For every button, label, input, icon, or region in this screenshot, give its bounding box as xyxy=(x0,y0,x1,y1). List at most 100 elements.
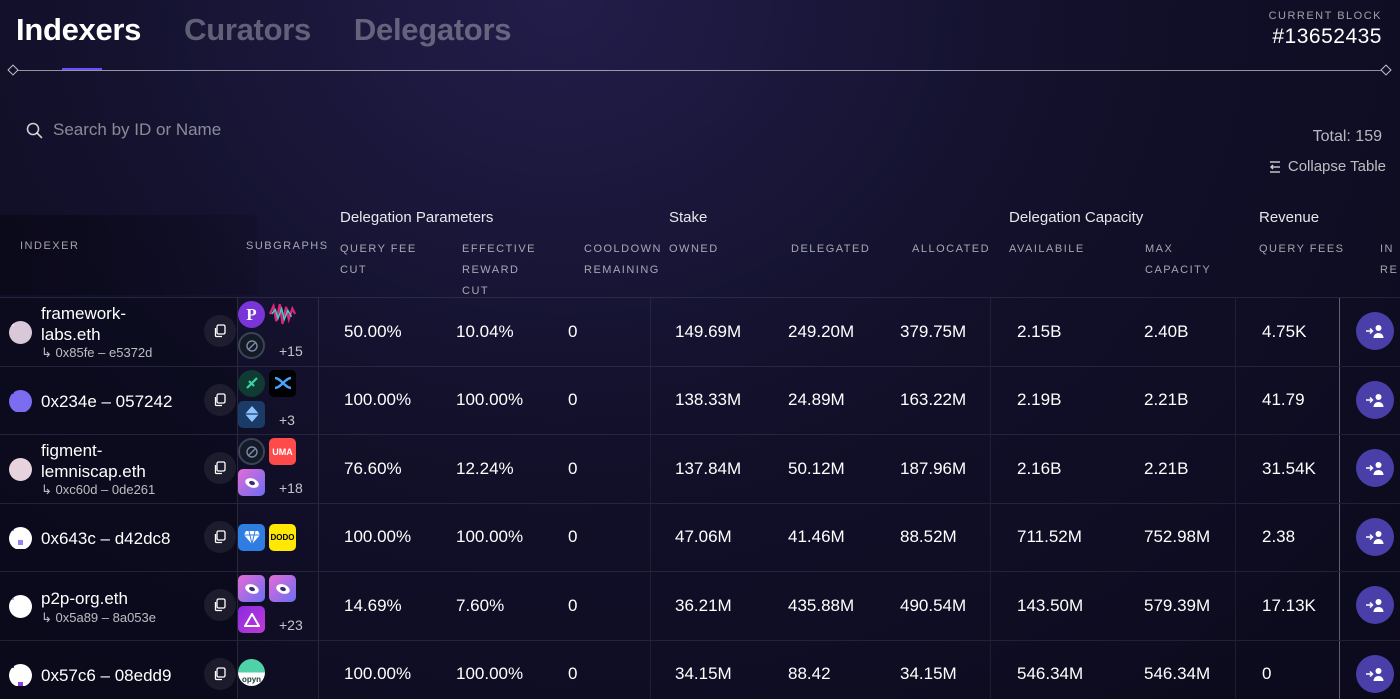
avatar-pixel xyxy=(27,599,32,605)
col-max-capacity[interactable]: MAX CAPACITY xyxy=(1145,243,1212,276)
table-row[interactable]: p2p-org.eth ↳ 0x5a89 – 8a053e +23 14.69%… xyxy=(0,571,1400,640)
col-owned[interactable]: OWNED xyxy=(669,243,719,255)
indexer-name[interactable]: p2p-org.eth xyxy=(41,589,128,608)
table-row[interactable]: 0x234e – 057242 +3 100.00% 100.00% 0 138… xyxy=(0,365,1400,434)
delegate-button[interactable] xyxy=(1356,654,1394,693)
col-allocated[interactable]: ALLOCATED xyxy=(912,243,991,255)
table-row[interactable]: framework-labs.eth ↳ 0x85fe – e5372d P +… xyxy=(0,297,1400,366)
col-effective-reward-cut[interactable]: EFFECTIVE REWARD CUT xyxy=(462,243,537,297)
column-divider xyxy=(1339,298,1340,366)
avatar-pixel xyxy=(22,681,28,687)
col-cooldown-remaining[interactable]: COOLDOWN REMAINING xyxy=(584,243,662,276)
avatar-pixel xyxy=(18,531,23,536)
delegate-button[interactable] xyxy=(1356,517,1394,556)
allocated-value: 187.96M xyxy=(900,458,967,478)
delegated-value: 50.12M xyxy=(788,458,845,478)
wave-logo-icon[interactable] xyxy=(269,300,296,327)
x-logo-icon[interactable] xyxy=(269,369,296,397)
collapse-table-button[interactable]: Collapse Table xyxy=(1268,158,1386,175)
max-capacity-value: 579.39M xyxy=(1144,595,1211,615)
triangle-logo-icon[interactable] xyxy=(238,606,265,633)
indexer-name[interactable]: 0x57c6 – 08edd9 xyxy=(41,665,172,685)
indexer-cell xyxy=(0,366,238,434)
avatar-pixel xyxy=(18,339,23,344)
tab-delegators[interactable]: Delegators xyxy=(353,12,512,47)
copy-button[interactable] xyxy=(204,520,236,553)
copy-button[interactable] xyxy=(204,589,236,621)
column-divider xyxy=(237,640,238,699)
avatar-pixel xyxy=(13,613,19,618)
copy-button[interactable] xyxy=(204,315,236,347)
query-fees-value: 2.38 xyxy=(1262,527,1296,547)
tab-curators[interactable]: Curators xyxy=(184,12,311,47)
avatar-pixel xyxy=(13,407,19,413)
indexer-name[interactable]: figment-lemniscap.eth xyxy=(41,441,146,481)
copy-button[interactable] xyxy=(204,452,236,484)
disc-logo-icon[interactable] xyxy=(238,575,265,602)
delegate-button[interactable] xyxy=(1356,380,1394,419)
col-indexer[interactable]: INDEXER xyxy=(20,240,80,252)
table-row[interactable]: 0x643c – d42dc8 DODO 100.00% 100.00% 0 4… xyxy=(0,502,1400,571)
indexer-avatar xyxy=(9,458,32,481)
query-fee-cut-value: 14.69% xyxy=(344,595,402,615)
avatar-pixel xyxy=(27,398,32,404)
divider-right-diamond-icon xyxy=(1380,64,1392,76)
col-available[interactable]: AVAILABILE xyxy=(1009,243,1085,255)
col-query-fee-cut[interactable]: QUERY FEE CUT xyxy=(340,243,417,276)
table-row[interactable]: 0x57c6 – 08edd9 opyn 100.00% 100.00% 0 3… xyxy=(0,639,1400,699)
gem-logo-icon[interactable] xyxy=(238,523,265,551)
uma-logo-icon[interactable]: UMA xyxy=(269,438,296,465)
delegated-value: 88.42 xyxy=(788,664,831,684)
disc-logo-icon[interactable] xyxy=(238,469,265,496)
search-bar xyxy=(26,120,353,140)
search-input[interactable] xyxy=(53,120,353,140)
col-subgraphs[interactable]: SUBGRAPHS xyxy=(246,240,329,252)
max-capacity-value: 546.34M xyxy=(1144,664,1211,684)
dodo-logo-icon[interactable]: DODO xyxy=(269,523,296,551)
col-indexer-rewards[interactable]: IN RE xyxy=(1380,243,1399,276)
avatar-pixel xyxy=(18,321,23,326)
indexer-address: ↳ 0x5a89 – 8a053e xyxy=(41,610,156,625)
diamond-logo-icon[interactable] xyxy=(238,400,265,428)
tab-indexers[interactable]: Indexers xyxy=(16,12,142,47)
avatar-pixel xyxy=(22,471,28,477)
disc-logo-icon[interactable] xyxy=(269,575,296,602)
column-divider xyxy=(237,435,238,503)
leaf-logo-icon[interactable] xyxy=(238,369,265,397)
avatar-pixel xyxy=(13,540,19,545)
available-value: 711.52M xyxy=(1017,527,1082,547)
column-divider xyxy=(1339,503,1340,571)
avatar-pixel xyxy=(22,403,28,408)
column-divider xyxy=(990,503,991,571)
table-row[interactable]: figment-lemniscap.eth ↳ 0xc60d – 0de261 … xyxy=(0,434,1400,503)
ring-logo-icon[interactable] xyxy=(238,438,265,465)
owned-value: 137.84M xyxy=(675,458,742,478)
current-block-value: #13652435 xyxy=(1272,25,1382,48)
query-fee-cut-value: 100.00% xyxy=(344,390,412,410)
indexer-name[interactable]: 0x234e – 057242 xyxy=(41,391,173,411)
delegate-button[interactable] xyxy=(1356,586,1394,624)
col-query-fees[interactable]: QUERY FEES xyxy=(1259,243,1345,255)
indexer-name[interactable]: framework-labs.eth xyxy=(41,304,127,344)
column-divider xyxy=(650,572,651,640)
indexer-name[interactable]: 0x643c – d42dc8 xyxy=(41,528,171,548)
col-delegated[interactable]: DELEGATED xyxy=(791,243,871,255)
opyn-logo-icon[interactable]: opyn xyxy=(238,658,265,686)
avatar-pixel xyxy=(18,668,23,673)
avatar-pixel xyxy=(13,595,19,600)
delegate-button[interactable] xyxy=(1356,449,1394,487)
cooldown-value: 0 xyxy=(568,664,578,684)
copy-button[interactable] xyxy=(204,657,236,690)
p-logo-icon[interactable]: P xyxy=(238,301,265,328)
avatar-pixel xyxy=(22,394,28,399)
owned-value: 149.69M xyxy=(675,321,742,341)
avatar-pixel xyxy=(22,458,28,463)
cooldown-value: 0 xyxy=(568,458,578,478)
delegate-button[interactable] xyxy=(1356,312,1394,350)
avatar-pixel xyxy=(27,467,32,472)
copy-button[interactable] xyxy=(204,383,236,416)
column-divider xyxy=(237,503,238,571)
avatar-pixel xyxy=(22,476,28,481)
ring-logo-icon[interactable] xyxy=(238,332,265,359)
indexer-avatar xyxy=(9,526,32,550)
